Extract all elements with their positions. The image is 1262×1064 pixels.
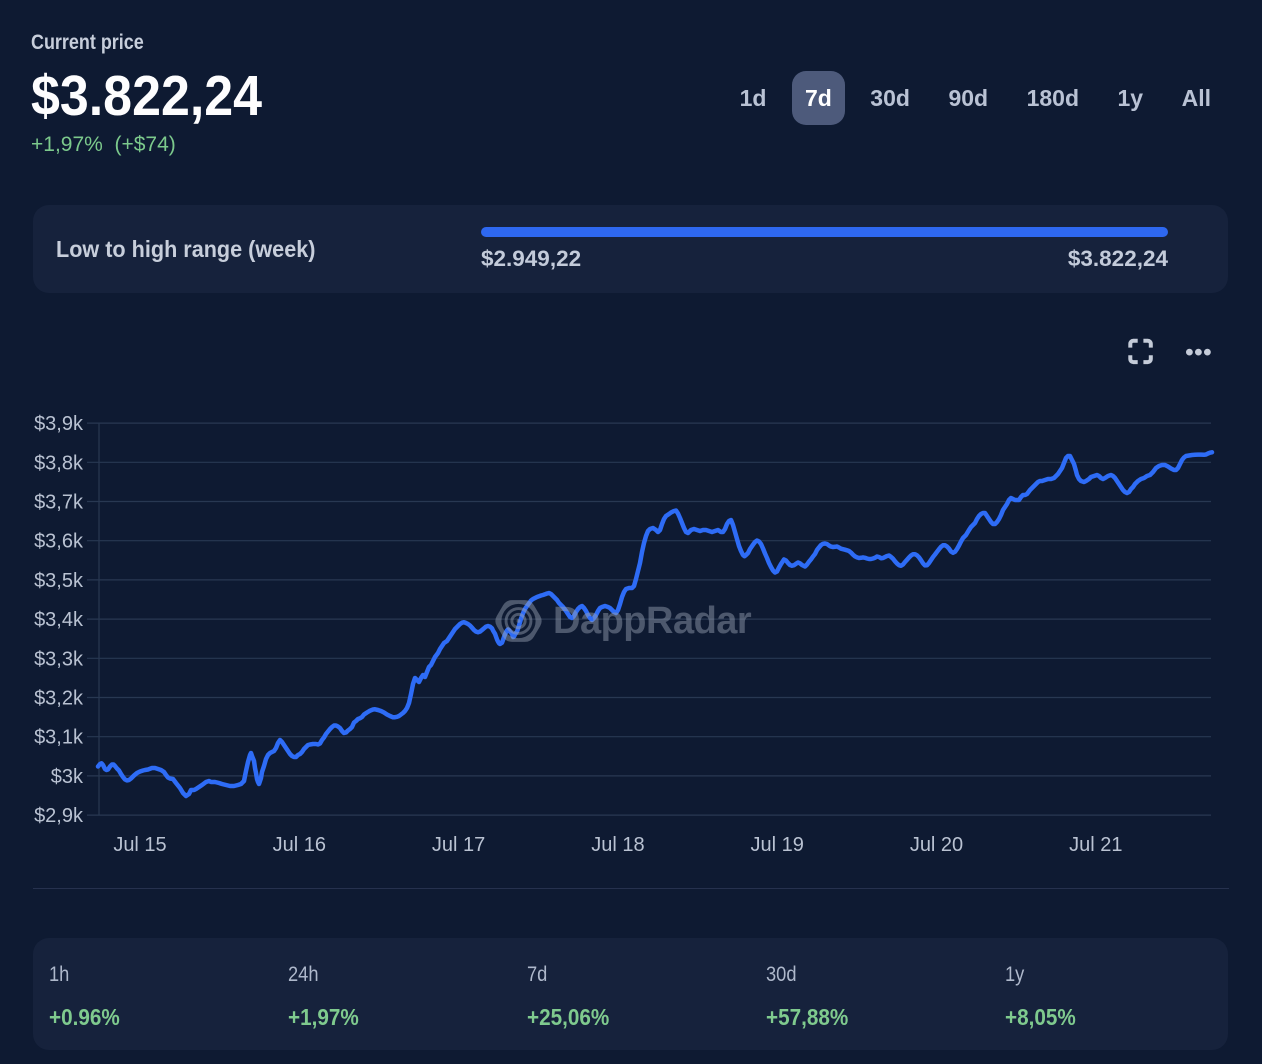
- svg-text:Jul 19: Jul 19: [751, 834, 804, 856]
- svg-text:Jul 15: Jul 15: [113, 834, 166, 856]
- svg-text:$3,9k: $3,9k: [34, 413, 84, 435]
- svg-text:$3k: $3k: [51, 766, 84, 788]
- svg-text:$3,6k: $3,6k: [34, 531, 84, 553]
- svg-text:Jul 17: Jul 17: [432, 834, 485, 856]
- svg-text:DappRadar: DappRadar: [553, 600, 752, 642]
- svg-text:$3,1k: $3,1k: [34, 727, 84, 749]
- svg-text:Jul 18: Jul 18: [591, 834, 644, 856]
- svg-text:$3,8k: $3,8k: [34, 452, 84, 474]
- svg-text:$3,5k: $3,5k: [34, 570, 84, 592]
- svg-text:$2,9k: $2,9k: [34, 805, 84, 827]
- svg-text:$3,3k: $3,3k: [34, 648, 84, 670]
- svg-text:$3,4k: $3,4k: [34, 609, 84, 631]
- svg-text:$3,7k: $3,7k: [34, 492, 84, 514]
- svg-text:$3,2k: $3,2k: [34, 688, 84, 710]
- svg-text:Jul 16: Jul 16: [273, 834, 326, 856]
- svg-text:Jul 20: Jul 20: [910, 834, 963, 856]
- svg-text:Jul 21: Jul 21: [1069, 834, 1122, 856]
